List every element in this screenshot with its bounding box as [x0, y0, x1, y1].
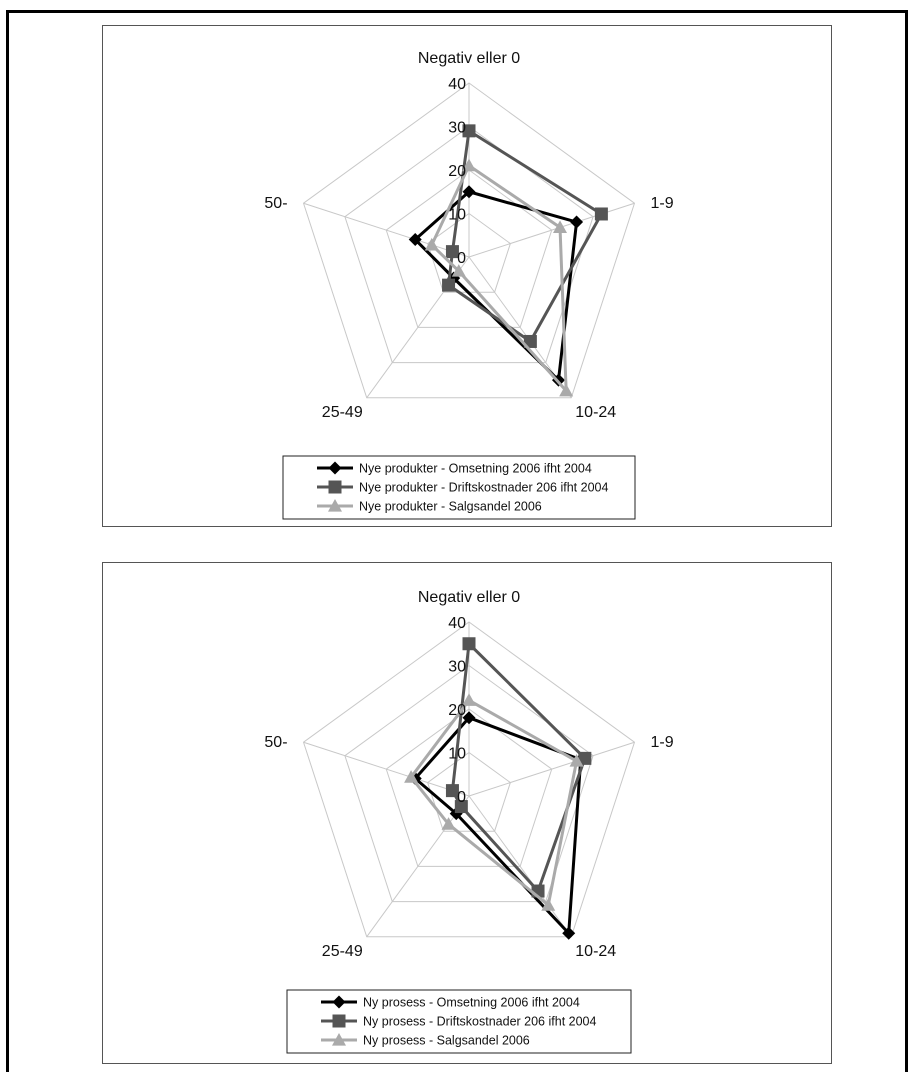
radar-chart-1: 0 10 20 30 40 Negativ eller 0 1-9 10-24 25-49 50-…	[264, 50, 674, 520]
data-point	[408, 233, 422, 247]
series-nye-produkter-driftskostnader-206-ifht-2004	[442, 124, 608, 348]
legend-label: Nye produkter - Driftskostnader 206 ifht…	[359, 481, 608, 495]
series-ny-prosess-salgsandel-2006	[404, 693, 584, 911]
tick-label: 30	[448, 120, 466, 137]
legend-label: Ny prosess - Omsetning 2006 ifht 2004	[363, 996, 580, 1010]
tick-label: 20	[448, 702, 466, 719]
series-nye-produkter-salgsandel-2006	[424, 158, 574, 397]
axis-spoke	[468, 795, 572, 938]
data-point	[562, 926, 576, 940]
grid-ring	[344, 664, 594, 903]
tick-label: 10	[448, 207, 466, 224]
tick-label: 0	[457, 789, 466, 806]
data-point	[523, 334, 537, 348]
data-point	[559, 383, 574, 397]
grid-ring	[385, 169, 553, 328]
grid-ring	[302, 82, 636, 399]
axis-spoke	[303, 202, 470, 258]
data-point	[454, 800, 468, 814]
data-point	[462, 637, 476, 651]
legend-marker	[328, 499, 342, 512]
data-point	[569, 754, 584, 767]
page-frame	[6, 10, 908, 1072]
series-line	[450, 642, 587, 893]
legend-label: Ny prosess - Driftskostnader 206 ifht 20…	[363, 1015, 596, 1029]
tick-label: 0	[457, 250, 466, 267]
tick-labels: 0 10 20 30 40	[448, 76, 466, 267]
data-point	[404, 770, 419, 783]
category-label: Negativ eller 0	[418, 50, 520, 67]
tick-labels: 0 10 20 30 40	[448, 615, 466, 806]
category-labels: Negativ eller 0 1-9 10-24 25-49 50-	[264, 589, 673, 960]
data-point	[462, 693, 476, 706]
data-point	[594, 207, 608, 221]
category-label: Negativ eller 0	[418, 589, 520, 606]
series-line	[409, 698, 579, 907]
grid-ring	[344, 125, 594, 364]
axis-spoke	[468, 202, 635, 258]
series-line	[430, 164, 568, 393]
data-point	[570, 215, 584, 229]
radar-chart-panel-2: 0 10 20 30 40 Negativ eller 0 1-9 10-24 25-49 50-…	[102, 562, 832, 1064]
legend-marker	[332, 1033, 346, 1046]
data-point	[451, 264, 466, 277]
tick-label: 10	[448, 746, 466, 763]
legend-item: Nye produkter - Salgsandel 2006	[317, 499, 542, 514]
data-point	[462, 124, 476, 138]
data-point	[462, 158, 476, 172]
category-label: 25-49	[322, 943, 363, 960]
data-point	[462, 185, 476, 199]
category-label: 25-49	[322, 404, 363, 421]
radar-grid	[302, 621, 636, 938]
category-label: 10-24	[575, 943, 616, 960]
series-nye-produkter-omsetning-2006-ifht-2004	[408, 185, 584, 387]
series-line	[447, 129, 603, 343]
radar-chart-panel-1: 0 10 20 30 40 Negativ eller 0 1-9 10-24 25-49 50-…	[102, 25, 832, 527]
grid-ring	[385, 708, 553, 867]
radar-chart-2: 0 10 20 30 40 Negativ eller 0 1-9 10-24 25-49 50-…	[264, 589, 674, 1054]
tick-label: 30	[448, 659, 466, 676]
data-point	[541, 898, 556, 911]
data-point	[424, 237, 439, 251]
legend-item: Nye produkter - Driftskostnader 206 ifht…	[317, 480, 608, 495]
legend-item: Ny prosess - Driftskostnader 206 ifht 20…	[321, 1014, 596, 1029]
data-point	[445, 784, 459, 798]
legend: Ny prosess - Omsetning 2006 ifht 2004 Ny …	[286, 989, 632, 1054]
category-label: 50-	[264, 195, 287, 212]
legend-item: Ny prosess - Salgsandel 2006	[321, 1033, 530, 1048]
data-point	[578, 751, 592, 765]
legend-item: Nye produkter - Omsetning 2006 ifht 2004	[317, 461, 592, 476]
category-label: 50-	[264, 734, 287, 751]
series-ny-prosess-driftskostnader-206-ifht-2004	[445, 637, 592, 898]
axis-spoke	[366, 795, 470, 938]
category-labels: Negativ eller 0 1-9 10-24 25-49 50-	[264, 50, 673, 421]
series-line	[413, 190, 579, 382]
axis-spoke	[303, 741, 470, 797]
data-point	[441, 817, 456, 830]
legend-label: Nye produkter - Omsetning 2006 ifht 2004	[359, 462, 592, 476]
legend: Nye produkter - Omsetning 2006 ifht 2004…	[282, 455, 636, 520]
legend-marker	[328, 480, 342, 494]
legend-marker	[328, 461, 342, 475]
tick-label: 20	[448, 163, 466, 180]
legend-label: Nye produkter - Salgsandel 2006	[359, 500, 542, 514]
data-point	[442, 278, 456, 292]
category-label: 1-9	[650, 195, 673, 212]
legend-marker	[332, 1014, 346, 1028]
legend-marker	[332, 995, 346, 1009]
legend-label: Ny prosess - Salgsandel 2006	[363, 1034, 530, 1048]
grid-ring	[427, 751, 511, 832]
tick-label: 40	[448, 615, 466, 632]
legend-item: Ny prosess - Omsetning 2006 ifht 2004	[321, 995, 580, 1010]
data-point	[462, 711, 476, 725]
category-label: 10-24	[575, 404, 616, 421]
axis-spoke	[468, 741, 635, 797]
data-point	[445, 245, 459, 259]
tick-label: 40	[448, 76, 466, 93]
data-point	[553, 220, 568, 234]
grid-ring	[302, 621, 636, 938]
category-label: 1-9	[650, 734, 673, 751]
